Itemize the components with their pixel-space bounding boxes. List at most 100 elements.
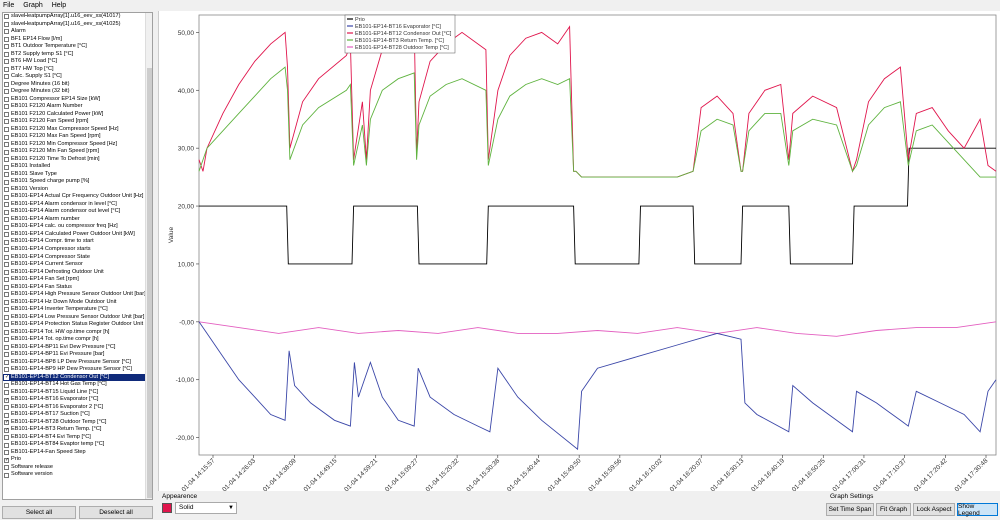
- signal-checkbox[interactable]: [4, 412, 9, 418]
- signal-list-item[interactable]: EB101 F2120 Alarm Number: [3, 103, 147, 111]
- signal-checkbox[interactable]: [4, 329, 9, 335]
- signal-list-item[interactable]: BF1 EP14 Flow [l/m]: [3, 36, 147, 44]
- signal-checkbox[interactable]: [4, 89, 9, 95]
- show-legend-button[interactable]: Show Legend: [957, 503, 998, 517]
- signal-list-item[interactable]: EB101 F2120 Calculated Power [kW]: [3, 111, 147, 119]
- signal-list-item[interactable]: Degree Minutes (16 bit): [3, 81, 147, 89]
- signal-checkbox[interactable]: [4, 149, 9, 155]
- signal-list-item[interactable]: EB101 F2120 Fan Speed [rpm]: [3, 118, 147, 126]
- signal-checkbox[interactable]: [4, 51, 9, 57]
- signal-list-item[interactable]: EB101-EP14-BP9 HP Dew Pressure Sensor [°…: [3, 366, 147, 374]
- signal-list-item[interactable]: Software release: [3, 464, 147, 472]
- signal-list-item[interactable]: EB101-EP14 calc. ou compressor freq [Hz]: [3, 223, 147, 231]
- signal-list-item[interactable]: EB101-EP14-BT4 Evi Temp [°C]: [3, 434, 147, 442]
- signal-list-item[interactable]: Alarm: [3, 28, 147, 36]
- signal-list-item[interactable]: EB101 Version: [3, 186, 147, 194]
- signal-list-item[interactable]: EB101-EP14-BT17 Suction [°C]: [3, 411, 147, 419]
- signal-list-item[interactable]: EB101-EP14 Alarm condensor in level [°C]: [3, 201, 147, 209]
- signal-checkbox[interactable]: [4, 172, 9, 178]
- signal-list-item[interactable]: slaveHeatpumpArray[1].u16_eev_xs(41025): [3, 21, 147, 29]
- signal-checkbox[interactable]: [4, 202, 9, 208]
- signal-list-item[interactable]: EB101-EP14 Fan Status: [3, 284, 147, 292]
- signal-list-item[interactable]: EB101 F2120 Max Compressor Speed [Hz]: [3, 126, 147, 134]
- signal-list-item[interactable]: EB101 Installed: [3, 163, 147, 171]
- line-style-select[interactable]: Solid ▼: [175, 502, 237, 514]
- signal-list-item[interactable]: EB101-EP14 Alarm number: [3, 216, 147, 224]
- signal-checkbox[interactable]: [4, 119, 9, 125]
- signal-checkbox[interactable]: [4, 59, 9, 65]
- signal-list-item[interactable]: EB101-EP14 Low Pressure Sensor Outdoor U…: [3, 314, 147, 322]
- color-swatch[interactable]: [162, 503, 172, 513]
- signal-checkbox[interactable]: [4, 66, 9, 72]
- signal-checkbox[interactable]: [4, 96, 9, 102]
- signal-checkbox[interactable]: [4, 299, 9, 305]
- signal-list-item[interactable]: ✓ EB101-EP14-BT12 Condensor Out [°C]: [3, 373, 147, 382]
- signal-list-item[interactable]: EB101-EP14-BP11 Evi Pressure [bar]: [3, 351, 147, 359]
- signal-checkbox[interactable]: [4, 344, 9, 350]
- signal-checkbox[interactable]: [4, 352, 9, 358]
- signal-checkbox[interactable]: [4, 322, 9, 328]
- signal-checkbox[interactable]: [4, 277, 9, 283]
- signal-checkbox[interactable]: [4, 126, 9, 132]
- signal-checkbox[interactable]: [4, 262, 9, 268]
- signal-checkbox[interactable]: ✓: [4, 374, 10, 380]
- signal-checkbox[interactable]: [4, 164, 9, 170]
- signal-checkbox[interactable]: [4, 157, 9, 163]
- signal-checkbox[interactable]: [4, 142, 9, 148]
- signal-checkbox[interactable]: [4, 292, 9, 298]
- signal-list-item[interactable]: BT7 HW Top [°C]: [3, 66, 147, 74]
- signal-checkbox[interactable]: [4, 134, 9, 140]
- signal-list-item[interactable]: EB101-EP14 Compressor State: [3, 254, 147, 262]
- signal-list-item[interactable]: Degree Minutes (32 bit): [3, 88, 147, 96]
- signal-checkbox[interactable]: [4, 269, 9, 275]
- signal-checkbox[interactable]: [4, 14, 9, 20]
- signal-list-item[interactable]: EB101-EP14-BT15 Liquid Line [°C]: [3, 389, 147, 397]
- signal-list-item[interactable]: EB101-EP14 Alarm condensor out level [°C…: [3, 208, 147, 216]
- signal-checkbox[interactable]: [4, 239, 9, 245]
- signal-checkbox[interactable]: [4, 337, 9, 343]
- signal-list-item[interactable]: EB101-EP14 Compressor starts: [3, 246, 147, 254]
- signal-list-scrollbar[interactable]: [145, 13, 152, 499]
- signal-list-item[interactable]: BT2 Supply temp S1 [°C]: [3, 51, 147, 59]
- signal-list-item[interactable]: BT1 Outdoor Temperature [°C]: [3, 43, 147, 51]
- signal-checkbox[interactable]: [4, 187, 9, 193]
- signal-list-item[interactable]: slaveHeatpumpArray[1].u16_eev_xs(41017): [3, 13, 147, 21]
- signal-checkbox[interactable]: [4, 194, 9, 200]
- signal-list-item[interactable]: EB101 F2120 Time To Defrost [min]: [3, 156, 147, 164]
- scrollbar-thumb[interactable]: [147, 68, 152, 498]
- signal-checkbox[interactable]: [4, 359, 9, 365]
- signal-list-item[interactable]: EB101-EP14 Current Sensor: [3, 261, 147, 269]
- signal-list-item[interactable]: EB101 F2120 Min Fan Speed [rpm]: [3, 148, 147, 156]
- signal-checkbox[interactable]: ✓: [4, 419, 10, 426]
- signal-list-item[interactable]: Software version: [3, 471, 147, 479]
- signal-checkbox[interactable]: [4, 254, 9, 260]
- signal-checkbox[interactable]: [4, 465, 9, 471]
- deselect-all-button[interactable]: Deselect all: [79, 506, 153, 519]
- signal-checkbox[interactable]: [4, 390, 9, 396]
- signal-list-item[interactable]: BT6 HW Load [°C]: [3, 58, 147, 66]
- signal-list-item[interactable]: EB101-EP14 Tot. HW op.time compr [h]: [3, 329, 147, 337]
- signal-checkbox[interactable]: [4, 209, 9, 215]
- signal-list-item[interactable]: EB101-EP14 Inverter Temperature [°C]: [3, 306, 147, 314]
- select-all-button[interactable]: Select all: [2, 506, 76, 519]
- signal-checkbox[interactable]: [4, 232, 9, 238]
- signal-list-item[interactable]: EB101-EP14 Fan Set [rpm]: [3, 276, 147, 284]
- signal-list-item[interactable]: EB101-EP14-Fan Speed Step: [3, 449, 147, 457]
- signal-checkbox[interactable]: ✓: [4, 456, 10, 463]
- signal-checkbox[interactable]: [4, 217, 9, 223]
- signal-checkbox[interactable]: [4, 367, 9, 373]
- signal-list-item[interactable]: ✓ EB101-EP14-BT3 Return Temp. [°C]: [3, 426, 147, 434]
- signal-list-item[interactable]: EB101 Compressor EP14 Size [kW]: [3, 96, 147, 104]
- signal-checkbox[interactable]: [4, 247, 9, 253]
- menu-help[interactable]: Help: [51, 2, 67, 9]
- signal-list-item[interactable]: EB101 Speed charge pump [%]: [3, 178, 147, 186]
- signal-list-item[interactable]: EB101 Slave Type: [3, 171, 147, 179]
- signal-checkbox[interactable]: ✓: [4, 396, 10, 403]
- signal-checkbox[interactable]: [4, 307, 9, 313]
- signal-checkbox[interactable]: [4, 44, 9, 50]
- set-time-span-button[interactable]: Set Time Span: [826, 503, 874, 516]
- signal-checkbox[interactable]: [4, 382, 9, 388]
- signal-checkbox[interactable]: [4, 284, 9, 290]
- signal-list-item[interactable]: EB101-EP14-BT84 Evaptor temp [°C]: [3, 441, 147, 449]
- signal-list-item[interactable]: Calc. Supply S1 [°C]: [3, 73, 147, 81]
